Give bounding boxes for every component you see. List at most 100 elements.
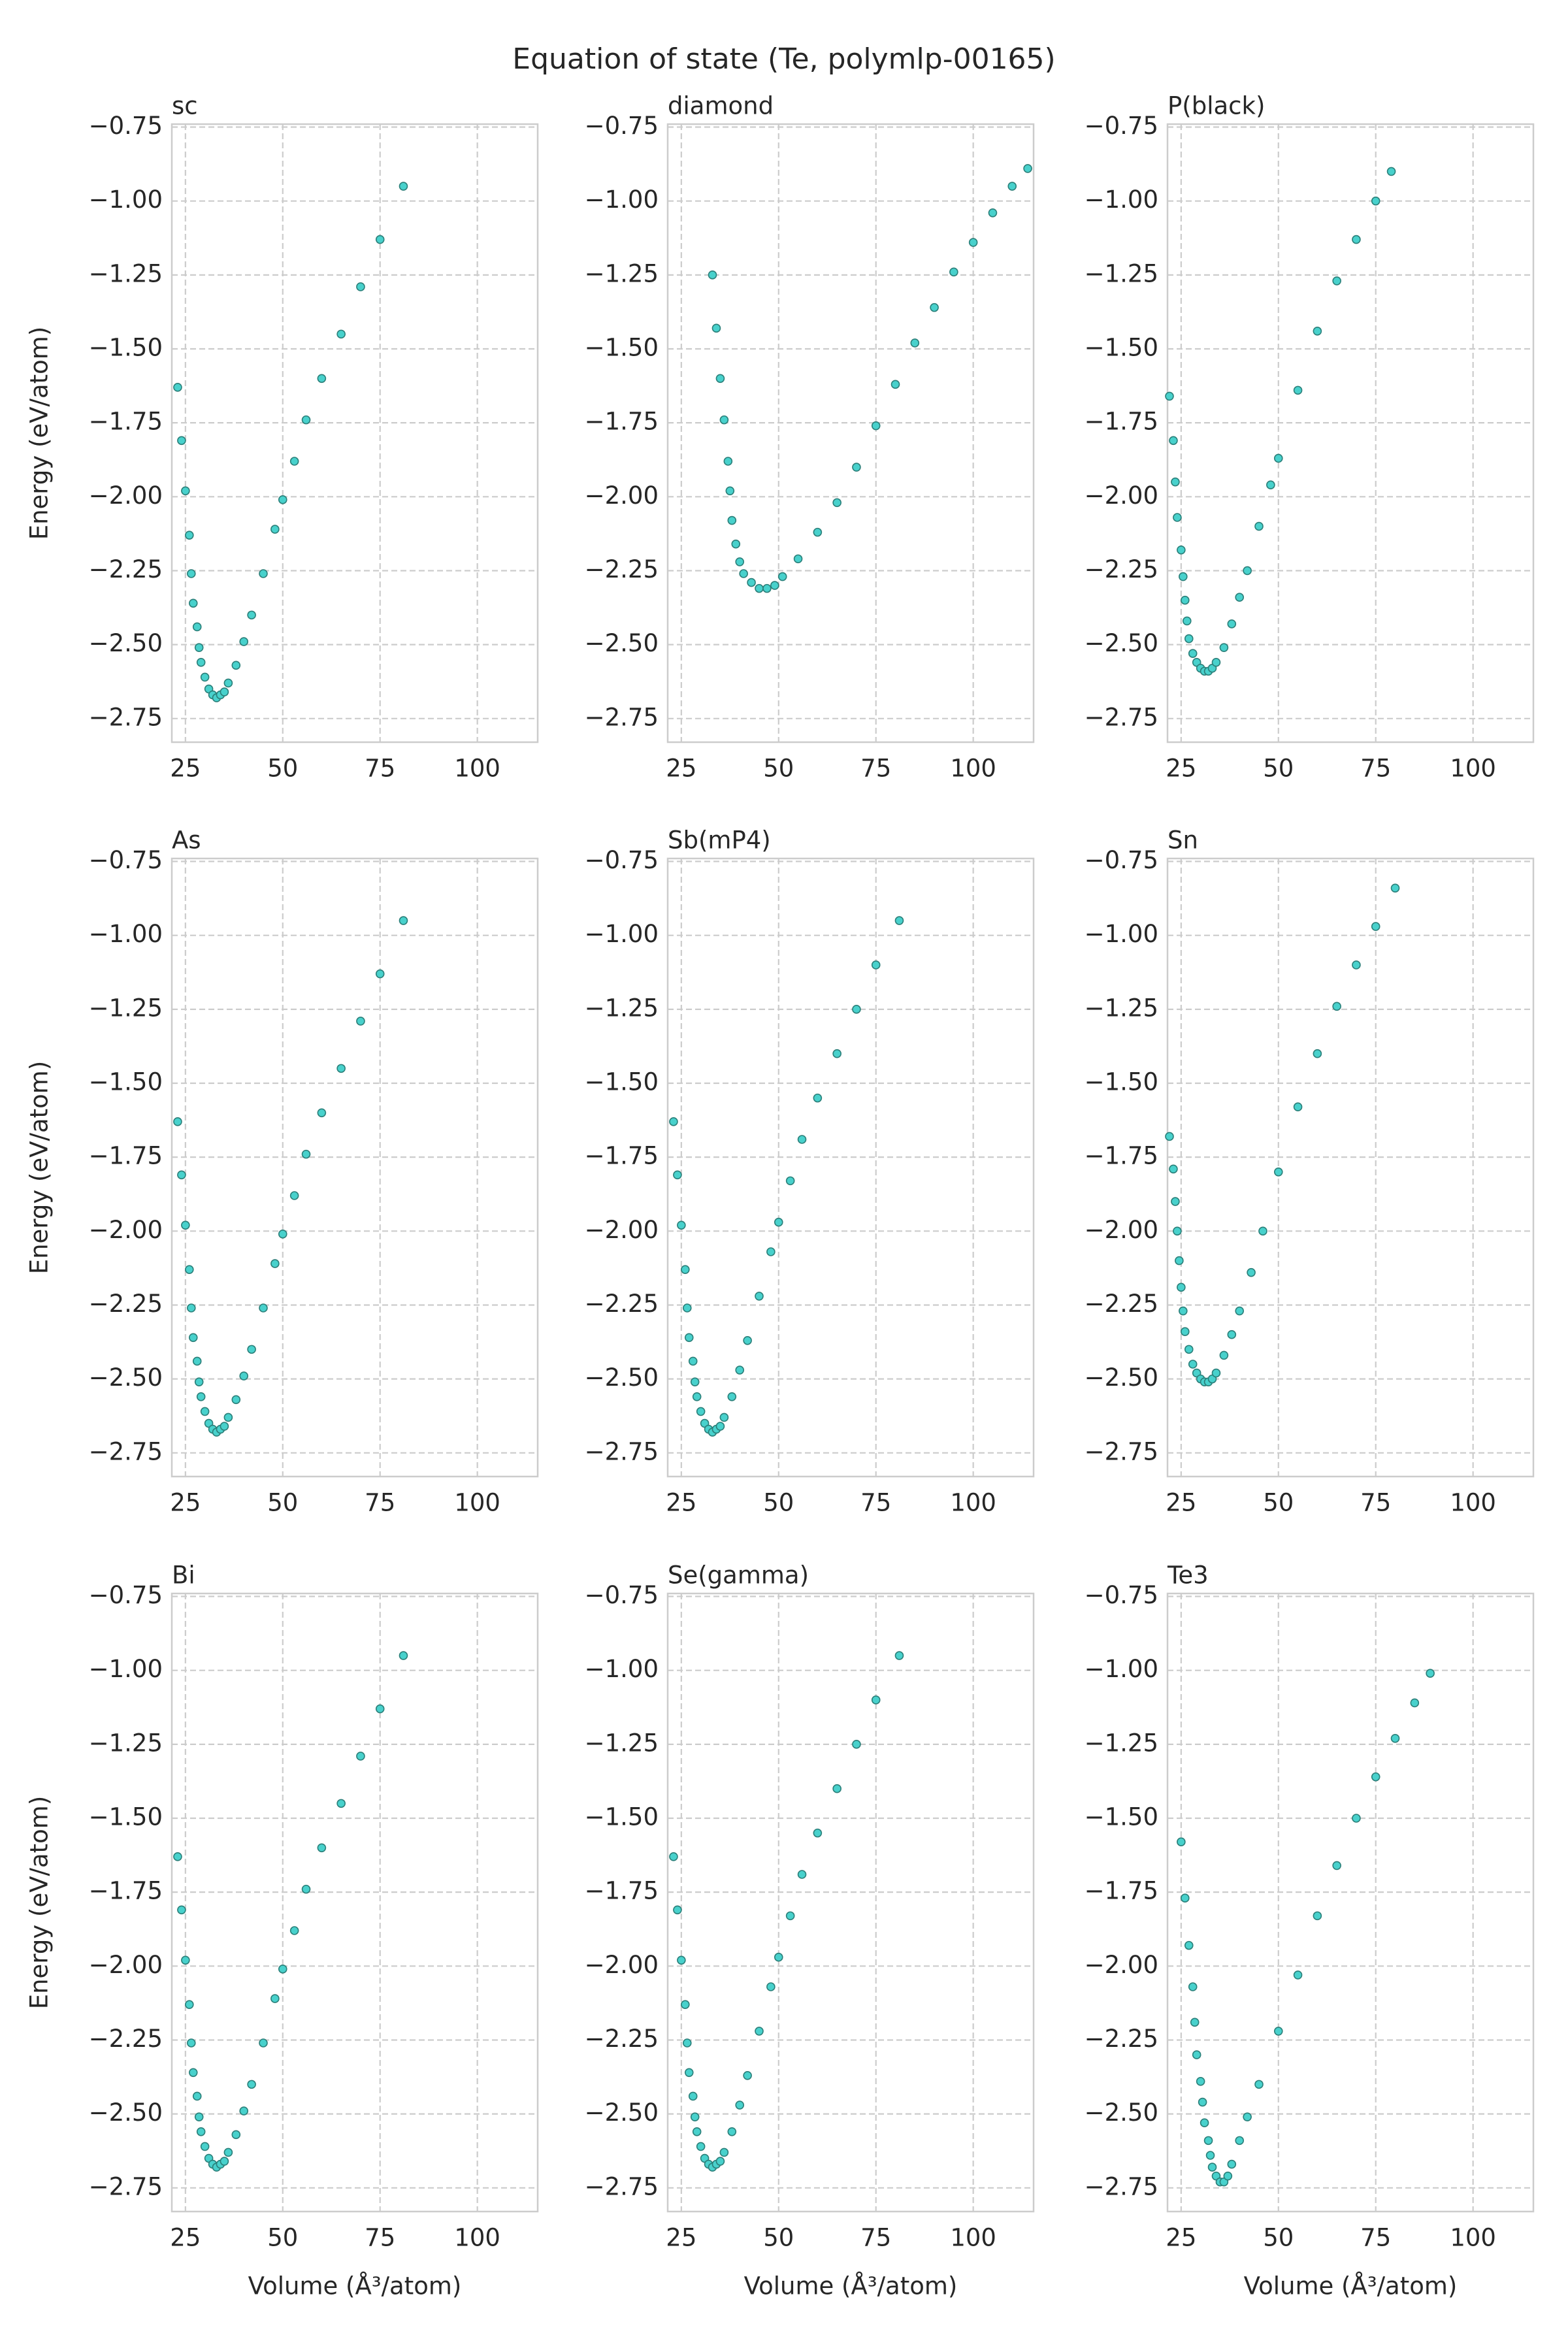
data-point (186, 569, 196, 578)
data-point (813, 1828, 823, 1838)
y-tick-label: −2.25 (89, 1290, 163, 1318)
data-point (1188, 1982, 1198, 1991)
x-tick-label: 50 (763, 1489, 794, 1517)
data-point (289, 457, 299, 466)
data-point (1352, 235, 1361, 244)
y-tick-label: −2.25 (89, 555, 163, 583)
data-point (690, 1377, 700, 1386)
subplot: −0.75 −1.00 −1.25 −1.50 −1.75 −2.00 −2.25 −2.50… (25, 1561, 539, 2300)
axes-frame (1166, 123, 1535, 743)
y-tick-label: −1.50 (1085, 1068, 1158, 1096)
data-point (1386, 167, 1396, 176)
data-point (871, 960, 881, 970)
data-point (731, 539, 741, 549)
subplot: −0.75 −1.00 −1.25 −1.50 −1.75 −2.00 −2.25 −2.50… (585, 1561, 1035, 2300)
data-point (1181, 1893, 1190, 1903)
data-point (1313, 1049, 1322, 1058)
data-point (1188, 1360, 1198, 1369)
data-point (871, 1695, 881, 1705)
data-point (223, 1413, 233, 1422)
data-point (231, 2130, 241, 2140)
y-tick-label: −2.75 (585, 703, 659, 731)
data-point (1177, 1837, 1186, 1847)
data-point (735, 2100, 745, 2110)
x-tick-label: 75 (860, 755, 891, 783)
data-point (185, 1265, 194, 1274)
data-point (715, 374, 725, 384)
data-point (192, 1356, 202, 1366)
y-tick-label: −1.00 (89, 186, 163, 214)
data-point (220, 687, 229, 696)
data-point (711, 323, 721, 333)
x-tick-label: 25 (666, 2224, 696, 2252)
axes-frame (1166, 1592, 1535, 2213)
data-point (755, 583, 764, 593)
data-point (968, 238, 978, 247)
data-point (852, 1740, 861, 1749)
data-point (270, 1994, 280, 2003)
data-point (1173, 1226, 1182, 1236)
y-tick-label: −2.75 (585, 2172, 659, 2200)
y-tick-label: −2.50 (1085, 1364, 1158, 1392)
data-point (813, 527, 823, 537)
data-point (1426, 1669, 1435, 1678)
data-point (1273, 2027, 1283, 2036)
data-point (988, 208, 998, 218)
data-point (1293, 1970, 1303, 1980)
y-tick-label: −1.50 (585, 334, 659, 362)
y-tick-label: −1.75 (89, 1142, 163, 1170)
y-tick-label: −2.25 (1085, 1290, 1158, 1318)
y-tick-label: −1.00 (1085, 186, 1158, 214)
data-point (289, 1926, 299, 1935)
y-tick-label: −0.75 (1085, 112, 1158, 140)
x-tick-label: 50 (1263, 755, 1294, 783)
data-point (194, 1377, 204, 1386)
data-point (181, 1955, 190, 1965)
data-point (259, 569, 268, 578)
y-tick-label: −1.75 (585, 1877, 659, 1905)
x-tick-label: 50 (1263, 1489, 1294, 1517)
data-point (708, 270, 717, 280)
data-point (673, 1905, 682, 1915)
y-tick-label: −1.75 (585, 408, 659, 436)
data-point (797, 1135, 807, 1144)
data-point (688, 1356, 698, 1366)
data-point (1007, 182, 1017, 191)
data-point (684, 1333, 694, 1343)
data-point (301, 415, 311, 425)
subplot: −0.75 −1.00 −1.25 −1.50 −1.75 −2.00 −2.25 −2.50… (1085, 92, 1535, 783)
y-tick-label: −2.75 (1085, 2172, 1158, 2200)
y-tick-label: −1.75 (89, 408, 163, 436)
y-axis-label: Energy (eV/atom) (25, 1796, 54, 2010)
y-tick-label: −1.00 (89, 920, 163, 948)
data-point (785, 1176, 795, 1186)
data-point (188, 2068, 198, 2078)
axes-frame (171, 123, 539, 743)
data-point (1188, 649, 1198, 659)
data-point (1332, 1861, 1341, 1870)
y-tick-label: −2.50 (585, 1364, 659, 1392)
data-point (194, 643, 204, 652)
data-point (1313, 1911, 1322, 1921)
data-point (200, 672, 210, 682)
data-point (1203, 2136, 1213, 2146)
data-point (186, 1303, 196, 1313)
data-point (1200, 2118, 1209, 2128)
data-point (231, 661, 241, 670)
data-point (192, 622, 202, 632)
y-axis-label: Energy (eV/atom) (25, 327, 54, 540)
data-point (735, 557, 745, 566)
x-tick-label: 75 (365, 755, 395, 783)
y-tick-label: −2.25 (585, 2025, 659, 2053)
x-tick-label: 25 (666, 1489, 696, 1517)
subplot: −0.75 −1.00 −1.25 −1.50 −1.75 −2.00 −2.25 −2.50… (585, 826, 1035, 1517)
data-point (1332, 1002, 1341, 1011)
y-tick-label: −1.00 (585, 920, 659, 948)
data-point (375, 235, 385, 244)
data-point (177, 1170, 186, 1180)
data-point (739, 569, 748, 578)
data-point (399, 916, 408, 925)
axes-frame (666, 123, 1035, 743)
y-tick-label: −1.50 (585, 1068, 659, 1096)
y-tick-label: −1.25 (1085, 259, 1158, 287)
